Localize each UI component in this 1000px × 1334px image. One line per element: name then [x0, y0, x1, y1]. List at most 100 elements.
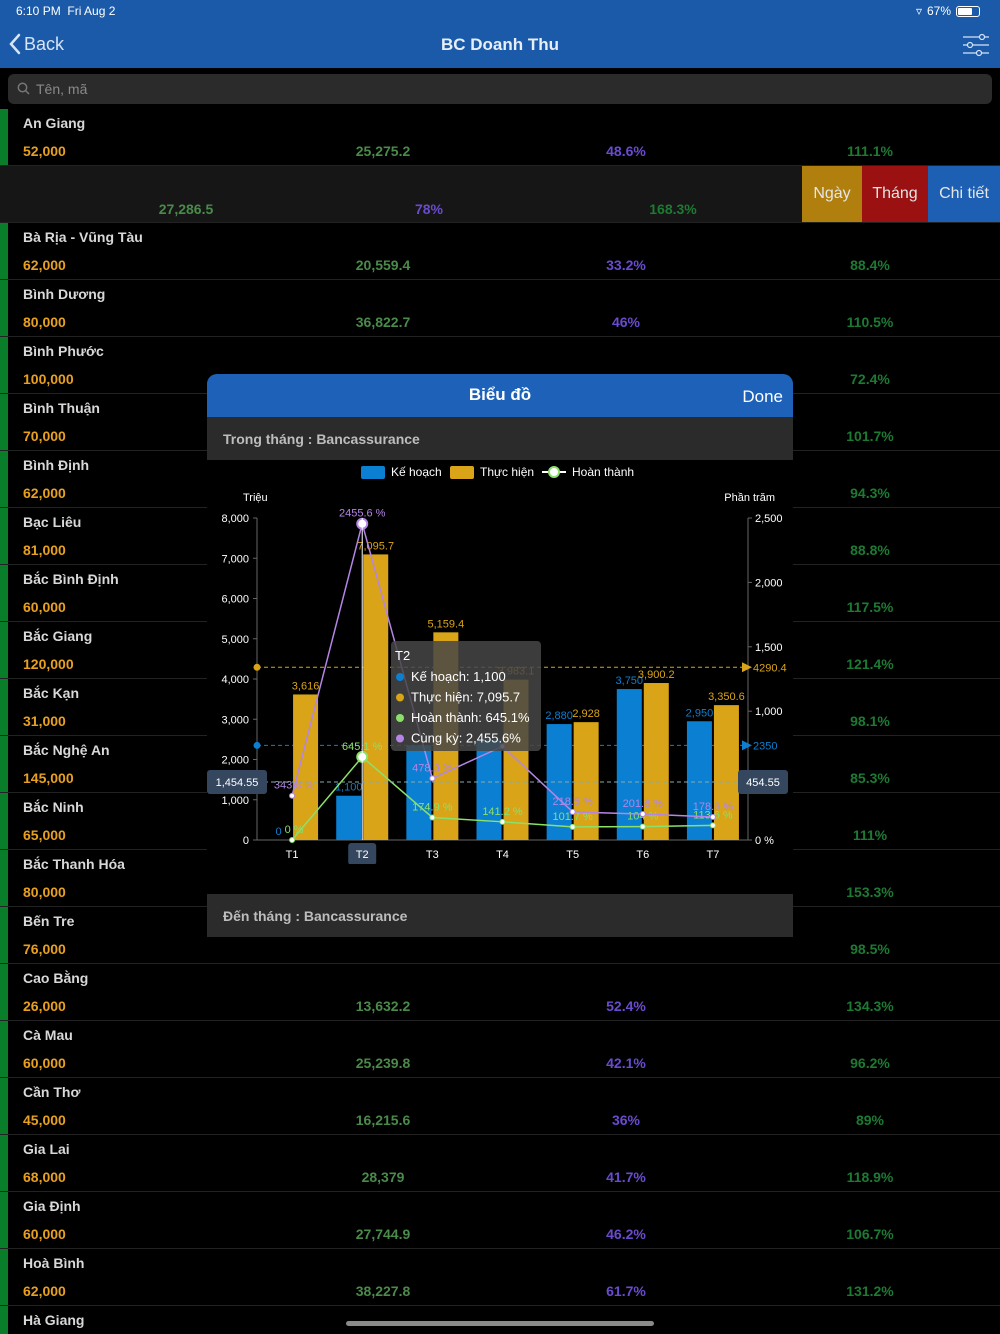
y-tick-label-right: 0 %	[755, 835, 774, 847]
tooltip-title: T2	[395, 648, 410, 663]
search-input[interactable]	[36, 74, 976, 104]
wifi-icon: ▿	[915, 4, 922, 18]
completion-point	[429, 814, 436, 821]
chevron-left-icon	[9, 33, 21, 55]
row-name: Bình Thuận	[23, 400, 100, 416]
row-name: Bắc Ninh	[23, 799, 84, 815]
row-yoy: 110.5%	[846, 314, 894, 330]
swipe-day-button[interactable]: Ngày	[802, 166, 862, 222]
chart-modal: Biểu đồ Done Trong tháng : Bancassurance…	[207, 374, 793, 938]
row-yoy: 134.3%	[846, 998, 894, 1014]
reference-line-arrow	[742, 662, 752, 673]
row-name: Hà Giang	[23, 1312, 85, 1328]
filter-icon[interactable]	[962, 33, 990, 57]
completion-label: 141.2 %	[482, 806, 523, 818]
reference-line-label: 2350	[753, 740, 777, 752]
row-accent-bar	[0, 622, 8, 678]
y-tick-label-left: 1,000	[221, 795, 249, 807]
y-tick-label-right: 1,500	[755, 642, 783, 654]
completion-point	[709, 822, 716, 829]
crosshair-right-badge	[738, 770, 788, 794]
swipe-month-button[interactable]: Tháng	[862, 166, 928, 222]
list-item[interactable]: Cần Thơ 45,000 16,215.6 36% 89%	[0, 1078, 1000, 1135]
yoy-point	[709, 813, 716, 820]
row-yoy: 94.3%	[850, 485, 890, 501]
list-item[interactable]: Bình Dương 80,000 36,822.7 46% 110.5%	[0, 280, 1000, 337]
back-button[interactable]: Back	[8, 33, 64, 55]
yoy-label: 201.6 %	[623, 798, 664, 810]
list-item[interactable]: Cao Bằng 26,000 13,632.2 52.4% 134.3%	[0, 964, 1000, 1021]
row-yoy: 121.4%	[846, 656, 894, 672]
done-button[interactable]: Done	[742, 387, 783, 406]
bar-actual-label: 3,350.6	[708, 691, 745, 703]
yoy-point	[639, 811, 646, 818]
row-percent: 48.6%	[606, 143, 646, 159]
x-tick-label: T2	[356, 849, 369, 861]
chart-legend: Kế hoạch Thực hiện Hoàn thành	[207, 463, 793, 481]
row-name: Bình Định	[23, 457, 90, 473]
y-tick-label-left: 8,000	[221, 513, 249, 525]
row-actual: 20,559.4	[355, 257, 411, 273]
completion-point	[289, 837, 296, 843]
x-tick-label: T4	[496, 849, 509, 861]
row-name: Cao Bằng	[23, 970, 89, 986]
tooltip-dot	[396, 673, 404, 681]
bar-plan	[686, 721, 712, 840]
status-time: 6:10 PM Fri Aug 2	[16, 4, 116, 18]
bar-actual-label: 7,095.7	[357, 540, 394, 552]
row-percent: 33.2%	[606, 257, 646, 273]
list-item[interactable]: Gia Lai 68,000 28,379 41.7% 118.9%	[0, 1135, 1000, 1192]
row-accent-bar	[0, 223, 8, 279]
legend-completion[interactable]: Hoàn thành	[542, 465, 634, 479]
tooltip-item: Hoàn thành: 645.1%	[411, 710, 530, 725]
crosshair-left-badge	[207, 770, 267, 794]
section-header-cumulative: Đến tháng : Bancassurance	[207, 894, 793, 937]
row-plan: 62,000	[23, 1283, 66, 1299]
row-plan: 76,000	[23, 941, 66, 957]
row-accent-bar	[0, 736, 8, 792]
tooltip-item: Cùng kỳ: 2,455.6%	[411, 731, 521, 746]
list-item[interactable]: Hà Giang	[0, 1306, 1000, 1334]
bar-actual-label: 2,928	[572, 708, 600, 720]
list-item[interactable]: Bình Phước 100,000 72.4%	[0, 337, 1000, 394]
list-item[interactable]: 27,286.5 78% 168.3% Ngày Tháng Chi tiết	[0, 166, 1000, 223]
tooltip-box	[391, 641, 541, 751]
row-accent-bar	[0, 679, 8, 735]
row-yoy: 72.4%	[850, 371, 890, 387]
crosshair-left-value: 1,454.55	[216, 777, 259, 789]
list-item[interactable]: Bà Rịa - Vũng Tàu 62,000 20,559.4 33.2% 88.4…	[0, 223, 1000, 280]
list-item[interactable]: An Giang 52,000 25,275.2 48.6% 111.1%	[0, 109, 1000, 166]
reference-line-label: 4290.4	[753, 662, 787, 674]
row-actual: 38,227.8	[355, 1283, 411, 1299]
row-yoy: 168.3%	[649, 201, 697, 217]
bar-actual	[573, 722, 599, 840]
modal-title: Biểu đồ	[468, 385, 532, 404]
swipe-detail-button[interactable]: Chi tiết	[928, 166, 1000, 222]
row-actual: 16,215.6	[355, 1112, 411, 1128]
row-name: Hoà Bình	[23, 1255, 85, 1271]
legend-plan[interactable]: Kế hoạch	[361, 465, 442, 479]
row-accent-bar	[0, 964, 8, 1020]
list-item[interactable]: Cà Mau 60,000 25,239.8 42.1% 96.2%	[0, 1021, 1000, 1078]
combo-chart[interactable]: 0 1,000 2,000 3,000 4,000 5,000 6,000 7,000 8,00…	[207, 484, 793, 864]
legend-actual[interactable]: Thực hiện	[450, 465, 534, 479]
bar-plan	[336, 795, 362, 840]
row-name: Bắc Kạn	[23, 685, 80, 701]
row-accent-bar	[0, 109, 8, 165]
list-item[interactable]: Bến Tre 76,000 98.5%	[0, 907, 1000, 964]
row-actual: 25,239.8	[355, 1055, 411, 1071]
row-yoy: 96.2%	[850, 1055, 890, 1071]
row-name: Bình Phước	[23, 343, 104, 359]
row-name: Bà Rịa - Vũng Tàu	[23, 229, 143, 245]
list-item[interactable]: Hoà Bình 62,000 38,227.8 61.7% 131.2%	[0, 1249, 1000, 1306]
row-accent-bar	[0, 793, 8, 849]
y-tick-label-left: 7,000	[221, 553, 249, 565]
row-plan: 26,000	[23, 998, 66, 1014]
row-actual: 25,275.2	[355, 143, 411, 159]
row-percent: 41.7%	[606, 1169, 646, 1185]
x-tick-label: T7	[707, 849, 720, 861]
list-item[interactable]: Gia Định 60,000 27,744.9 46.2% 106.7%	[0, 1192, 1000, 1249]
row-plan: 81,000	[23, 542, 66, 558]
crosshair-right-value: 454.55	[746, 777, 780, 789]
yoy-label: 343.8 %	[274, 780, 315, 792]
